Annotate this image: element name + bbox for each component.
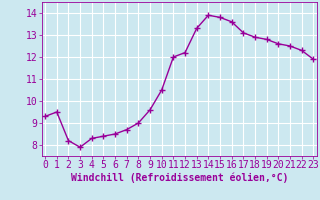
- X-axis label: Windchill (Refroidissement éolien,°C): Windchill (Refroidissement éolien,°C): [70, 173, 288, 183]
